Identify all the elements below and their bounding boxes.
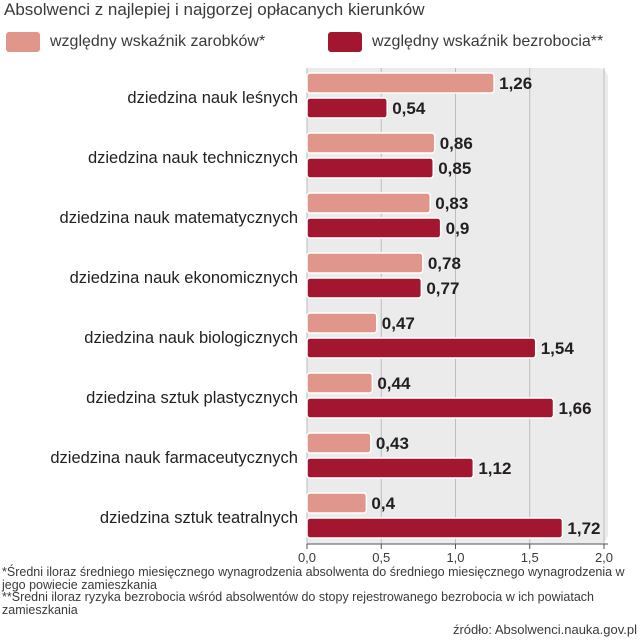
bar-chart: 0,0 0,5 1,0 1,5 2,0 dziedzina nauk leśnych 1,2… <box>50 68 613 565</box>
footnote-earnings: *Średni iloraz średniego miesięcznego wy… <box>2 565 625 592</box>
value-label-unemployment: 0,77 <box>426 279 459 298</box>
category-label: dziedzina nauk ekonomicznych <box>70 269 298 287</box>
category-label: dziedzina nauk technicznych <box>88 149 298 167</box>
plot-background-left <box>307 68 321 544</box>
category-label: dziedzina nauk leśnych <box>127 89 298 107</box>
category-label: dziedzina nauk matematycznych <box>60 209 298 227</box>
legend-label-earnings: względny wskaźnik zarobków* <box>50 33 266 50</box>
legend-swatch-unemployment <box>328 32 362 52</box>
category-label: dziedzina nauk farmaceutycznych <box>50 449 298 467</box>
bar-unemployment <box>306 397 555 419</box>
value-label-unemployment: 0,85 <box>438 159 471 178</box>
source-note: źródło: Absolwenci.nauka.gov.pl <box>452 622 637 637</box>
value-label-earnings: 0,78 <box>428 254 461 273</box>
value-label-earnings: 0,43 <box>376 434 409 453</box>
value-label-unemployment: 0,54 <box>392 99 426 118</box>
legend-label-unemployment: względny wskaźnik bezrobocia** <box>372 33 604 50</box>
bar-earnings <box>306 312 378 334</box>
value-label-earnings: 0,4 <box>371 494 395 513</box>
bar-unemployment <box>306 97 388 119</box>
value-label-unemployment: 1,54 <box>541 339 575 358</box>
bar-earnings <box>306 72 495 94</box>
legend-item-unemployment: względny wskaźnik bezrobocia** <box>328 30 603 54</box>
bar-unemployment <box>306 277 423 299</box>
bar-earnings <box>306 492 368 514</box>
x-tick-label: 0,0 <box>298 550 316 565</box>
bar-earnings <box>306 432 372 454</box>
x-tick-label: 1,5 <box>521 550 539 565</box>
footnotes: *Średni iloraz średniego miesięcznego wy… <box>2 566 638 616</box>
legend-swatch-earnings <box>6 32 40 52</box>
value-label-unemployment: 0,9 <box>446 219 470 238</box>
value-label-unemployment: 1,72 <box>567 519 600 538</box>
bar-unemployment <box>306 517 564 539</box>
plot-background <box>307 68 608 544</box>
bar-unemployment <box>306 217 442 239</box>
bar-earnings <box>306 372 374 394</box>
category-label: dziedzina sztuk plastycznych <box>86 389 298 407</box>
category-label: dziedzina sztuk teatralnych <box>100 509 298 527</box>
category-label: dziedzina nauk biologicznych <box>84 329 298 347</box>
bar-earnings <box>306 132 436 154</box>
value-label-unemployment: 1,66 <box>559 399 592 418</box>
chart-title: Absolwenci z najlepiej i najgorzej opłac… <box>4 0 425 19</box>
bar-earnings <box>306 252 424 274</box>
bar-earnings <box>306 192 432 214</box>
x-tick-label: 0,5 <box>372 550 390 565</box>
bar-unemployment <box>306 157 434 179</box>
value-label-earnings: 1,26 <box>499 74 532 93</box>
value-label-unemployment: 1,12 <box>478 459 511 478</box>
value-label-earnings: 0,47 <box>382 314 415 333</box>
bar-unemployment <box>306 457 475 479</box>
value-label-earnings: 0,83 <box>435 194 468 213</box>
value-label-earnings: 0,44 <box>377 374 411 393</box>
bar-unemployment <box>306 337 537 359</box>
legend-item-earnings: względny wskaźnik zarobków* <box>6 30 265 54</box>
x-tick-label: 1,0 <box>446 550 464 565</box>
x-tick-label: 2,0 <box>595 550 613 565</box>
value-label-earnings: 0,86 <box>440 134 473 153</box>
footnote-unemployment: **Średni iloraz ryzyka bezrobocia wśród … <box>2 590 594 617</box>
